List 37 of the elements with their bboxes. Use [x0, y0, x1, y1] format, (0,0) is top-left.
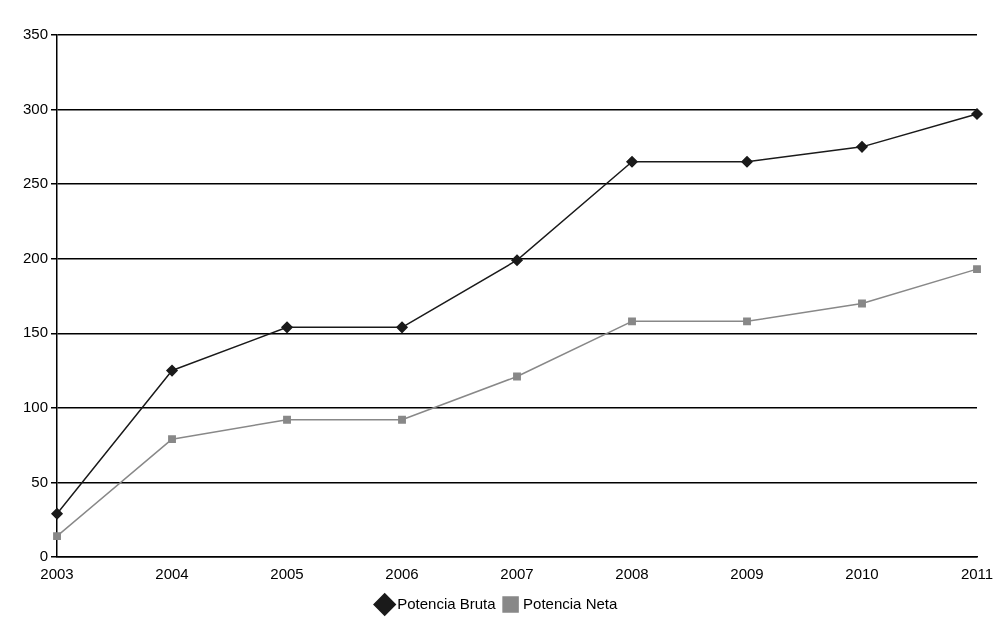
x-tick-label: 2004	[155, 565, 189, 583]
point	[513, 372, 521, 381]
point	[396, 321, 408, 334]
point	[398, 415, 406, 424]
point	[283, 415, 291, 424]
y-tick-label: 100	[23, 398, 49, 415]
y-tick-label: 200	[23, 248, 49, 266]
point	[858, 299, 866, 308]
y-tick-label: 250	[23, 174, 49, 192]
point	[166, 364, 178, 377]
point	[971, 108, 983, 120]
y-tick-label: 350	[23, 25, 49, 43]
y-tick-label: 150	[23, 323, 49, 341]
x-tick-label: 2010	[845, 565, 879, 583]
legend-label: Potencia Neta	[523, 594, 618, 612]
point	[856, 141, 868, 153]
point	[628, 317, 636, 326]
point	[626, 156, 638, 168]
x-tick-label: 2008	[615, 565, 649, 583]
x-tick-label: 2005	[270, 565, 304, 583]
point	[973, 265, 981, 274]
point	[168, 435, 176, 444]
point	[741, 156, 753, 168]
y-tick-label: 300	[23, 99, 49, 117]
y-tick-label: 0	[39, 547, 49, 565]
point	[53, 532, 61, 541]
x-tick-label: 2006	[385, 565, 419, 583]
x-tick-label: 2011	[960, 565, 994, 583]
x-tick-label: 2003	[40, 565, 74, 583]
x-tick-label: 2009	[730, 565, 764, 583]
y-tick-label: 50	[31, 472, 49, 490]
point	[511, 254, 523, 266]
point	[281, 321, 293, 334]
point	[743, 317, 751, 326]
legend-label: Potencia Bruta	[397, 594, 497, 612]
x-tick-label: 2007	[500, 565, 534, 583]
point	[51, 508, 63, 520]
